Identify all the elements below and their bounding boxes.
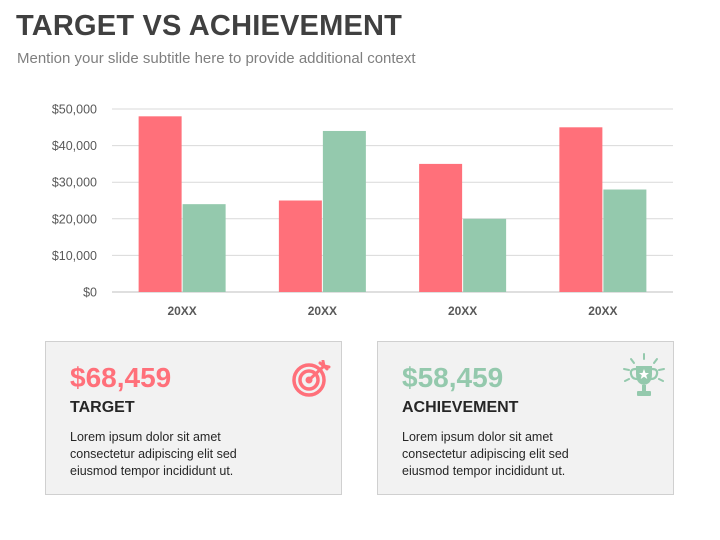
bar (559, 127, 603, 292)
x-tick-label: 20XX (448, 304, 477, 318)
trophy-icon (620, 352, 668, 407)
y-tick-label: $50,000 (52, 103, 97, 117)
bar (322, 130, 366, 292)
target-card: $68,459 TARGET Lorem ipsum dolor sit ame… (45, 341, 342, 495)
achievement-label: ACHIEVEMENT (402, 399, 519, 416)
x-tick-label: 20XX (308, 304, 337, 318)
bar-chart: $0 $10,000 $20,000 $30,000 $40,000 $50,000 20X… (52, 103, 673, 318)
x-tick-label: 20XX (588, 304, 617, 318)
bar (278, 200, 322, 292)
target-icon (291, 359, 331, 405)
bar (463, 218, 507, 292)
bar (182, 204, 226, 292)
slide-title: TARGET VS ACHIEVEMENT (16, 10, 403, 42)
y-tick-label: $10,000 (52, 249, 97, 263)
x-tick-label: 20XX (167, 304, 196, 318)
y-tick-label: $0 (83, 286, 97, 300)
achievement-value: $58,459 (402, 362, 504, 393)
target-label: TARGET (70, 399, 135, 416)
achievement-card: $58,459 ACHIEVEMENT Lorem ipsum dolor si… (377, 341, 674, 495)
bar (138, 116, 182, 292)
y-tick-label: $20,000 (52, 212, 97, 226)
achievement-description: Lorem ipsum dolor sit amet consectetur a… (402, 430, 569, 478)
target-value: $68,459 (70, 362, 172, 393)
y-tick-label: $40,000 (52, 139, 97, 153)
bar (603, 189, 647, 292)
slide-subtitle: Mention your slide subtitle here to prov… (17, 50, 416, 67)
target-description: Lorem ipsum dolor sit amet consectetur a… (70, 430, 237, 478)
bar (419, 163, 463, 292)
y-tick-label: $30,000 (52, 176, 97, 190)
